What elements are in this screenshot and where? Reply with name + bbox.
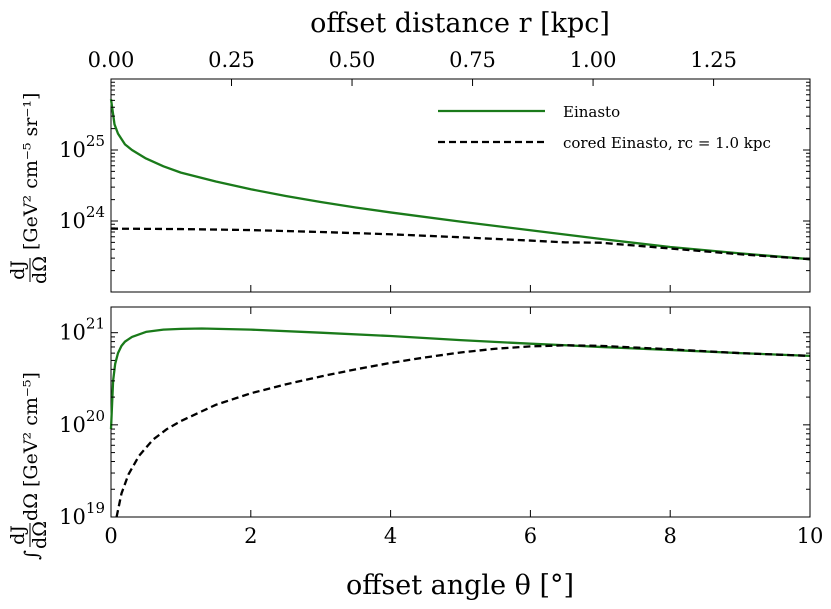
bottom-ytick-label: 1020 (59, 407, 105, 437)
bottom-xtick-label: 10 (797, 524, 824, 548)
top-series-cored-einasto (110, 227, 811, 261)
bottom-panel: 1019 1020 1021 0 2 4 6 8 10 offset angle θ [°] ∫… (7, 306, 823, 601)
top-ytick-label: 1024 (59, 203, 105, 233)
top-ylabel-numerator: dJ (7, 260, 29, 280)
bottom-xtick-label: 2 (244, 524, 257, 548)
top-panel-frame (110, 78, 811, 293)
bottom-ylabel-domega: dΩ (20, 493, 42, 521)
bottom-ylabel-units: [GeV² cm⁻⁵] (20, 372, 42, 487)
bottom-panel-frame (110, 306, 811, 518)
bottom-panel-series (109, 327, 811, 518)
top-axis-tick-label: 0.75 (449, 48, 496, 72)
top-axis-tick-label: 1.25 (690, 48, 737, 72)
bottom-ylabel: ∫ dJ dΩ dΩ [GeV² cm⁻⁵] (7, 372, 51, 560)
legend-label-einasto: Einasto (563, 103, 620, 121)
bottom-xtick-label: 0 (104, 524, 117, 548)
bottom-panel-ticks: 1019 1020 1021 0 2 4 6 8 10 (59, 307, 823, 548)
legend: Einasto cored Einasto, rc = 1.0 kpc (438, 103, 771, 152)
bottom-ylabel-denominator: dΩ (29, 521, 51, 549)
bottom-ytick-label: 1021 (59, 315, 105, 345)
top-axis-tick-label: 0.25 (208, 48, 255, 72)
legend-label-cored: cored Einasto, rc = 1.0 kpc (563, 134, 771, 152)
bottom-xtick-label: 6 (524, 524, 537, 548)
bottom-series-einasto (109, 327, 811, 430)
top-axis-tick-label: 0.00 (88, 48, 135, 72)
top-ylabel-units: [GeV² cm⁻⁵ sr⁻¹] (20, 93, 42, 250)
top-ytick-label: 1025 (59, 132, 105, 162)
top-panel-series (109, 99, 811, 261)
top-series-einasto (109, 99, 811, 261)
bottom-ylabel-numerator: dJ (7, 525, 29, 545)
top-axis-tick-label: 0.50 (329, 48, 376, 72)
bottom-ylabel-integral: ∫ (21, 550, 43, 560)
top-panel-ticks: 1024 1025 0.00 0.25 0.50 0.75 1.00 1.25 (59, 48, 811, 293)
bottom-xtick-label: 4 (384, 524, 397, 548)
top-axis-title: offset distance r [kpc] (310, 8, 610, 39)
top-panel: 1024 1025 0.00 0.25 0.50 0.75 1.00 1.25 Einasto… (7, 8, 811, 293)
bottom-series-cored-einasto (115, 344, 811, 518)
bottom-xtick-label: 8 (664, 524, 677, 548)
top-axis-tick-label: 1.00 (570, 48, 617, 72)
top-ylabel-denominator: dΩ (29, 256, 51, 284)
x-axis-title: offset angle θ [°] (346, 570, 574, 601)
top-ylabel: dJ dΩ [GeV² cm⁻⁵ sr⁻¹] (7, 93, 51, 284)
bottom-ytick-label: 1019 (59, 499, 105, 529)
